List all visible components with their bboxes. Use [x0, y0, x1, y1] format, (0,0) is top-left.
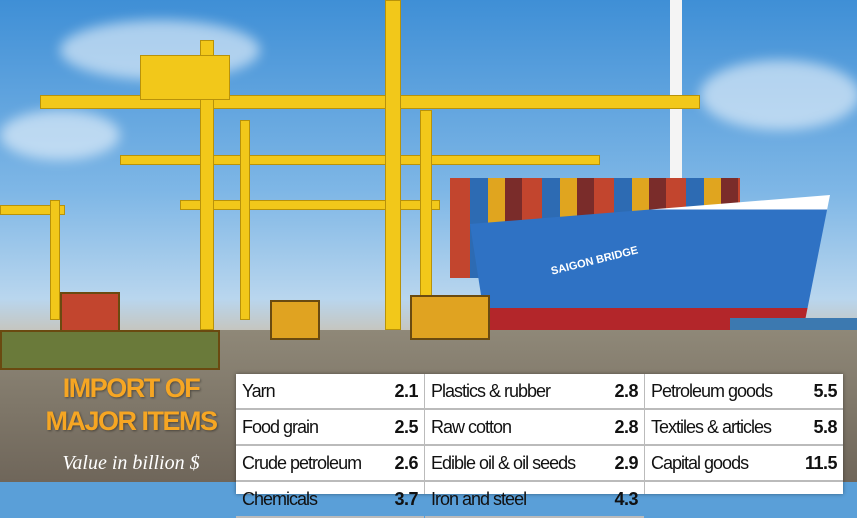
item-value: 3.7 — [394, 488, 418, 509]
table-column-3: Petroleum goods 5.5 Textiles & articles 5.… — [644, 374, 843, 494]
ship-name: SAIGON BRIDGE — [549, 244, 640, 278]
item-name: Raw cotton — [431, 416, 512, 437]
item-name: Plastics & rubber — [431, 380, 551, 401]
item-value: 11.5 — [804, 452, 838, 473]
item-name: Crude petroleum — [242, 452, 362, 473]
item-value: 2.9 — [614, 452, 638, 473]
table-column-2: Plastics & rubber 2.8 Raw cotton 2.8 Edibl… — [424, 374, 644, 518]
table-row: Chemicals 3.7 — [236, 482, 424, 518]
table-row: Edible oil & oil seeds 2.9 — [425, 446, 644, 482]
title-line-2: MAJOR ITEMS — [45, 406, 218, 436]
item-value: 5.5 — [813, 380, 837, 401]
table-row: Crude petroleum 2.6 — [236, 446, 424, 482]
table-row: Textiles & articles 5.8 — [645, 410, 843, 446]
table-row: Plastics & rubber 2.8 — [425, 374, 644, 410]
item-value: 5.8 — [813, 416, 837, 437]
item-value: 4.3 — [614, 488, 638, 509]
item-value: 2.8 — [614, 380, 638, 401]
item-value: 2.5 — [394, 416, 418, 437]
subtitle: Value in billion $ — [62, 452, 200, 474]
table-row: Iron and steel 4.3 — [425, 482, 644, 518]
table-row: Capital goods 11.5 — [645, 446, 843, 482]
title-line-1: IMPORT OF — [62, 373, 201, 403]
item-name: Edible oil & oil seeds — [431, 452, 576, 473]
imports-table: Yarn 2.1 Food grain 2.5 Crude petroleum 2.6… — [236, 374, 843, 518]
table-row: Raw cotton 2.8 — [425, 410, 644, 446]
port-photo: SAIGON BRIDGE — [0, 0, 857, 482]
item-value: 2.1 — [394, 380, 418, 401]
item-value: 2.6 — [394, 452, 418, 473]
item-name: Chemicals — [242, 488, 318, 509]
container-ship: SAIGON BRIDGE — [470, 195, 830, 340]
item-name: Textiles & articles — [651, 416, 772, 437]
item-name: Capital goods — [651, 452, 749, 473]
table-row: Petroleum goods 5.5 — [645, 374, 843, 410]
item-name: Petroleum goods — [651, 380, 773, 401]
item-name: Food grain — [242, 416, 319, 437]
item-name: Iron and steel — [431, 488, 527, 509]
table-row: Food grain 2.5 — [236, 410, 424, 446]
infographic-title: IMPORT OF MAJOR ITEMS — [36, 372, 226, 438]
item-name: Yarn — [242, 380, 276, 401]
item-value: 2.8 — [614, 416, 638, 437]
table-column-1: Yarn 2.1 Food grain 2.5 Crude petroleum 2.6… — [236, 374, 424, 518]
table-row: Yarn 2.1 — [236, 374, 424, 410]
